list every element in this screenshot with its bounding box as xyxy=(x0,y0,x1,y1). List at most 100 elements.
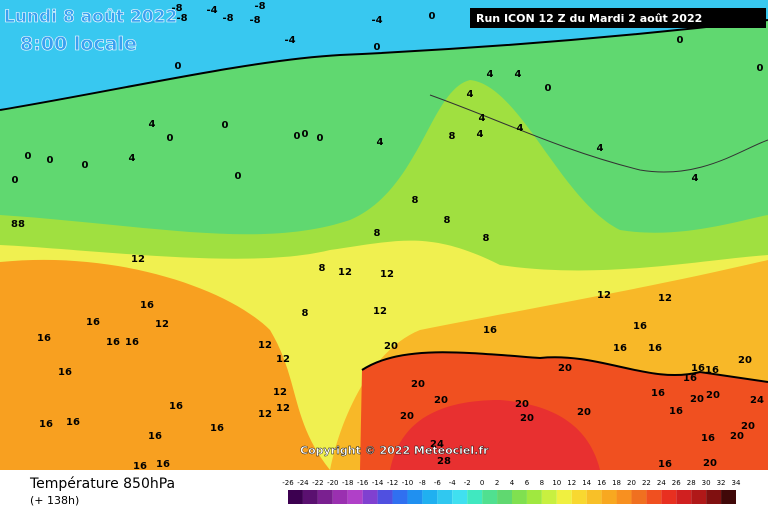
contour-label: 12 xyxy=(258,409,272,420)
colorbar-label: -12 xyxy=(387,479,398,487)
colorbar-label: 16 xyxy=(597,479,606,487)
contour-label: -4 xyxy=(371,15,382,26)
contour-label: 16 xyxy=(651,388,665,399)
colorbar-label: 10 xyxy=(552,479,561,487)
colorbar-label: 14 xyxy=(582,479,591,487)
contour-label: 4 xyxy=(377,137,384,148)
colorbar-label: -14 xyxy=(372,479,384,487)
colorbar-label: 6 xyxy=(525,479,530,487)
contour-label: 16 xyxy=(683,373,697,384)
contour-label: -8 xyxy=(222,13,233,24)
colorbar-label: 24 xyxy=(657,479,666,487)
colorbar-swatch xyxy=(332,490,348,504)
contour-label: 8 xyxy=(483,233,490,244)
contour-label: 16 xyxy=(648,343,662,354)
contour-label: 16 xyxy=(133,461,147,472)
colorbar-swatch xyxy=(571,490,587,504)
colorbar-label: -2 xyxy=(464,479,471,487)
contour-label: 0 xyxy=(374,42,381,53)
colorbar-swatch xyxy=(452,490,468,504)
contour-label: 0 xyxy=(302,129,309,140)
colorbar-swatch xyxy=(362,490,378,504)
contour-label: 12 xyxy=(597,290,611,301)
colorbar-label: 34 xyxy=(732,479,741,487)
contour-label: 88 xyxy=(11,219,25,230)
colorbar-label: 32 xyxy=(717,479,726,487)
contour-label: 20 xyxy=(515,399,529,410)
colorbar-label: -26 xyxy=(282,479,294,487)
contour-label: 20 xyxy=(730,431,744,442)
footer: Température 850hPa (+ 138h) -26 -24 -22 -20… xyxy=(0,470,768,512)
contour-label: 0 xyxy=(167,133,174,144)
contour-label: 16 xyxy=(210,423,224,434)
run: Run ICON 12 Z du Mardi 2 août 2022 xyxy=(476,12,702,25)
contour-label: 16 xyxy=(701,433,715,444)
colorbar-swatch xyxy=(482,490,498,504)
orange-area xyxy=(0,259,330,470)
contour-label: 20 xyxy=(558,363,572,374)
colorbar-label: 22 xyxy=(642,479,651,487)
contour-label: 8 xyxy=(302,308,309,319)
colorbar-label: 20 xyxy=(627,479,636,487)
contour-label: 20 xyxy=(384,341,398,352)
contour-label: 0 xyxy=(235,171,242,182)
contour-label: 12 xyxy=(373,306,387,317)
colorbar-swatch xyxy=(377,490,393,504)
colorbar-label: -10 xyxy=(402,479,413,487)
colorbar-swatch xyxy=(437,490,453,504)
colorbar-swatch xyxy=(691,490,707,504)
contour-label: 20 xyxy=(411,379,425,390)
colorbar-swatch xyxy=(586,490,602,504)
contour-label: 4 xyxy=(477,129,484,140)
contour-label: 0 xyxy=(429,11,436,22)
contour-label: 12 xyxy=(338,267,352,278)
contour-label: 20 xyxy=(706,390,720,401)
contour-label: -8 xyxy=(171,3,182,14)
contour-label: 0 xyxy=(757,63,764,74)
colorbar-swatch xyxy=(317,490,333,504)
contour-label: 20 xyxy=(577,407,591,418)
contour-label: 16 xyxy=(140,300,154,311)
colorbar-label: -24 xyxy=(297,479,309,487)
run-box xyxy=(470,8,766,28)
contour-label: 20 xyxy=(741,421,755,432)
contour-label: 12 xyxy=(131,254,145,265)
colorbar-swatch xyxy=(407,490,423,504)
contour-label: 16 xyxy=(483,325,497,336)
colorbar-swatch xyxy=(288,490,303,504)
colorbar-swatch xyxy=(601,490,617,504)
contour-label: 20 xyxy=(400,411,414,422)
contour-label: 0 xyxy=(25,151,32,162)
contour-label: 16 xyxy=(691,363,705,374)
colorbar-label: 0 xyxy=(480,479,484,487)
contour-label: 20 xyxy=(738,355,752,366)
contour-label: 0 xyxy=(545,83,552,94)
contour-label: -8 xyxy=(249,15,260,26)
colorbar-swatch xyxy=(392,490,408,504)
colorbar-swatch xyxy=(631,490,647,504)
colorbar-swatch xyxy=(497,490,512,504)
contour-label: 8 xyxy=(319,263,326,274)
contour-label: 20 xyxy=(520,413,534,424)
contour-label: 0 xyxy=(294,131,301,142)
dark-red-area xyxy=(390,400,600,470)
twenty-contour xyxy=(361,351,768,383)
contour-label: 12 xyxy=(658,293,672,304)
contour-label: 4 xyxy=(515,69,522,80)
contour-label: 16 xyxy=(705,365,719,376)
colorbar-swatch xyxy=(467,490,483,504)
colorbar-label: -22 xyxy=(312,479,323,487)
colorbar-swatch xyxy=(512,490,527,504)
colorbar-label: 2 xyxy=(495,479,499,487)
colorbar-swatch xyxy=(721,490,736,504)
lead-time: (+ 138h) xyxy=(30,494,79,507)
colorbar-swatch xyxy=(646,490,662,504)
colorbar-label: -20 xyxy=(327,479,338,487)
contour-label: 4 xyxy=(129,153,136,164)
colorbar-label: 8 xyxy=(540,479,544,487)
contour-label: 16 xyxy=(106,337,120,348)
